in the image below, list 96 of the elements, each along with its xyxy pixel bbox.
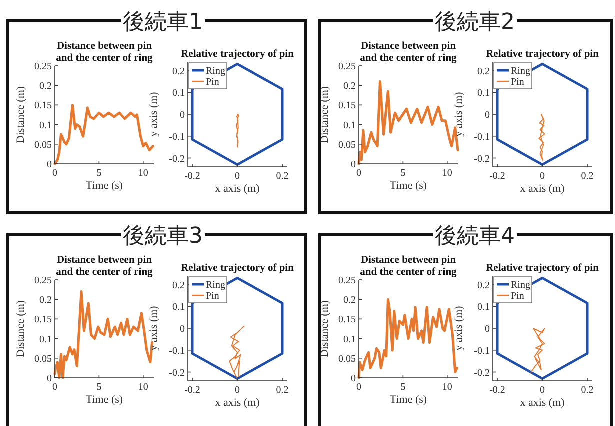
y-tick-label: -0.1 [169, 346, 185, 357]
y-tick-label: 0.15 [338, 314, 356, 326]
y-tick-label: 0.15 [34, 314, 52, 326]
y-tick-label: 0.25 [338, 276, 356, 286]
x-tick-label: 0.2 [276, 385, 289, 396]
y-tick-label: 0.05 [34, 354, 52, 365]
y-axis-title: y axis (m) [148, 306, 160, 351]
y-tick-label: -0.1 [474, 346, 490, 357]
legend-label: Ring [511, 66, 530, 77]
x-axis-title: Time (s) [390, 180, 428, 192]
y-tick-label: 0 [351, 374, 356, 384]
y-tick-label: 0.15 [34, 100, 52, 112]
x-axis-title: Time (s) [86, 394, 124, 406]
y-tick-label: 0.1 [478, 302, 490, 314]
legend-label: Ring [206, 280, 226, 291]
chart-title: Distance between pin and the center of ring [56, 41, 154, 64]
y-tick-label: -0.1 [474, 132, 490, 143]
chart-title: Relative trajectory of pin [486, 263, 600, 274]
x-axis-title: Time (s) [86, 180, 124, 192]
y-tick-label: 0.2 [344, 81, 356, 92]
y-tick-label: 0.2 [478, 66, 490, 78]
chart-title: Relative trajectory of pin [181, 49, 294, 60]
y-tick-label: 0.1 [172, 88, 185, 100]
y-tick-label: 0 [47, 374, 52, 384]
y-axis-title: Distance (m) [319, 300, 331, 358]
y-tick-label: 0 [180, 324, 185, 335]
y-tick-label: -0.1 [169, 132, 185, 143]
chart-subtitle: 後続車2 [435, 10, 515, 35]
y-tick-label: 0.1 [344, 334, 356, 346]
x-tick-label: 0 [235, 385, 240, 396]
y-tick-label: -0.2 [474, 154, 490, 165]
y-tick-label: 0.1 [40, 334, 52, 346]
chart-title: Relative trajectory of pin [181, 263, 294, 274]
chart-title: Distance between pin and the center of ring [56, 255, 154, 278]
x-tick-label: 0.2 [581, 385, 594, 396]
x-axis-title: x axis (m) [215, 397, 260, 409]
chart-subtitle: 後続車4 [435, 224, 515, 249]
y-tick-label: 0.15 [338, 100, 356, 112]
chart-title: Distance between pin and the center of ring [360, 41, 458, 64]
x-tick-label: 10 [138, 382, 148, 393]
y-tick-label: 0 [180, 110, 185, 121]
y-tick-label: 0.25 [34, 62, 52, 72]
y-axis-title: y axis (m) [148, 92, 160, 137]
legend-label: Pin [511, 77, 524, 88]
x-tick-label: 5 [96, 168, 102, 179]
y-tick-label: 0.1 [478, 88, 490, 100]
x-tick-label: 10 [442, 382, 452, 393]
y-tick-label: 0 [485, 324, 490, 335]
x-tick-label: 0 [540, 171, 545, 182]
y-tick-label: 0 [485, 110, 490, 121]
y-axis-title: Distance (m) [15, 86, 27, 144]
legend-label: Pin [206, 291, 220, 302]
chart-subtitle: 後続車1 [123, 10, 203, 35]
chart-title: Relative trajectory of pin [486, 49, 600, 60]
y-tick-label: 0.2 [344, 295, 356, 306]
y-tick-label: -0.2 [169, 368, 185, 379]
legend-label: Pin [206, 77, 220, 88]
y-tick-label: 0.1 [40, 120, 52, 132]
y-tick-label: 0.05 [34, 140, 52, 151]
x-tick-label: 5 [400, 382, 406, 393]
legend-label: Pin [511, 291, 524, 302]
y-tick-label: 0.1 [172, 302, 185, 314]
y-axis-title: Distance (m) [15, 300, 27, 358]
y-axis-title: Distance (m) [319, 86, 331, 144]
x-axis-title: Time (s) [390, 394, 428, 406]
chart-title: Distance between pin and the center of ring [360, 255, 458, 278]
x-tick-label: 10 [138, 168, 148, 179]
x-axis-title: x axis (m) [520, 397, 566, 409]
y-tick-label: 0.2 [478, 280, 490, 292]
y-tick-label: 0.2 [40, 295, 52, 306]
y-tick-label: 0.2 [172, 280, 185, 292]
y-tick-label: -0.2 [169, 154, 185, 165]
y-tick-label: 0 [351, 160, 356, 170]
y-tick-label: 0.25 [34, 276, 52, 286]
x-tick-label: 0 [235, 171, 240, 182]
x-tick-label: 5 [400, 168, 406, 179]
y-tick-label: 0.2 [172, 66, 185, 78]
y-tick-label: 0.2 [40, 81, 52, 92]
x-tick-label: 0 [540, 385, 545, 396]
y-tick-label: 0.05 [338, 140, 356, 151]
x-axis-title: x axis (m) [520, 183, 566, 195]
x-tick-label: 5 [96, 382, 102, 393]
x-tick-label: 10 [442, 168, 452, 179]
x-tick-label: 0.2 [276, 171, 289, 182]
y-tick-label: 0.05 [338, 354, 356, 365]
y-tick-label: -0.2 [474, 368, 490, 379]
x-axis-title: x axis (m) [215, 183, 260, 195]
y-tick-label: 0 [47, 160, 52, 170]
legend-label: Ring [206, 66, 226, 77]
y-tick-label: 0.25 [338, 62, 356, 72]
y-tick-label: 0.1 [344, 120, 356, 132]
y-axis-title: y axis (m) [453, 92, 465, 137]
y-axis-title: y axis (m) [453, 306, 465, 351]
chart-subtitle: 後続車3 [123, 224, 203, 249]
legend-label: Ring [511, 280, 530, 291]
x-tick-label: 0.2 [581, 171, 594, 182]
